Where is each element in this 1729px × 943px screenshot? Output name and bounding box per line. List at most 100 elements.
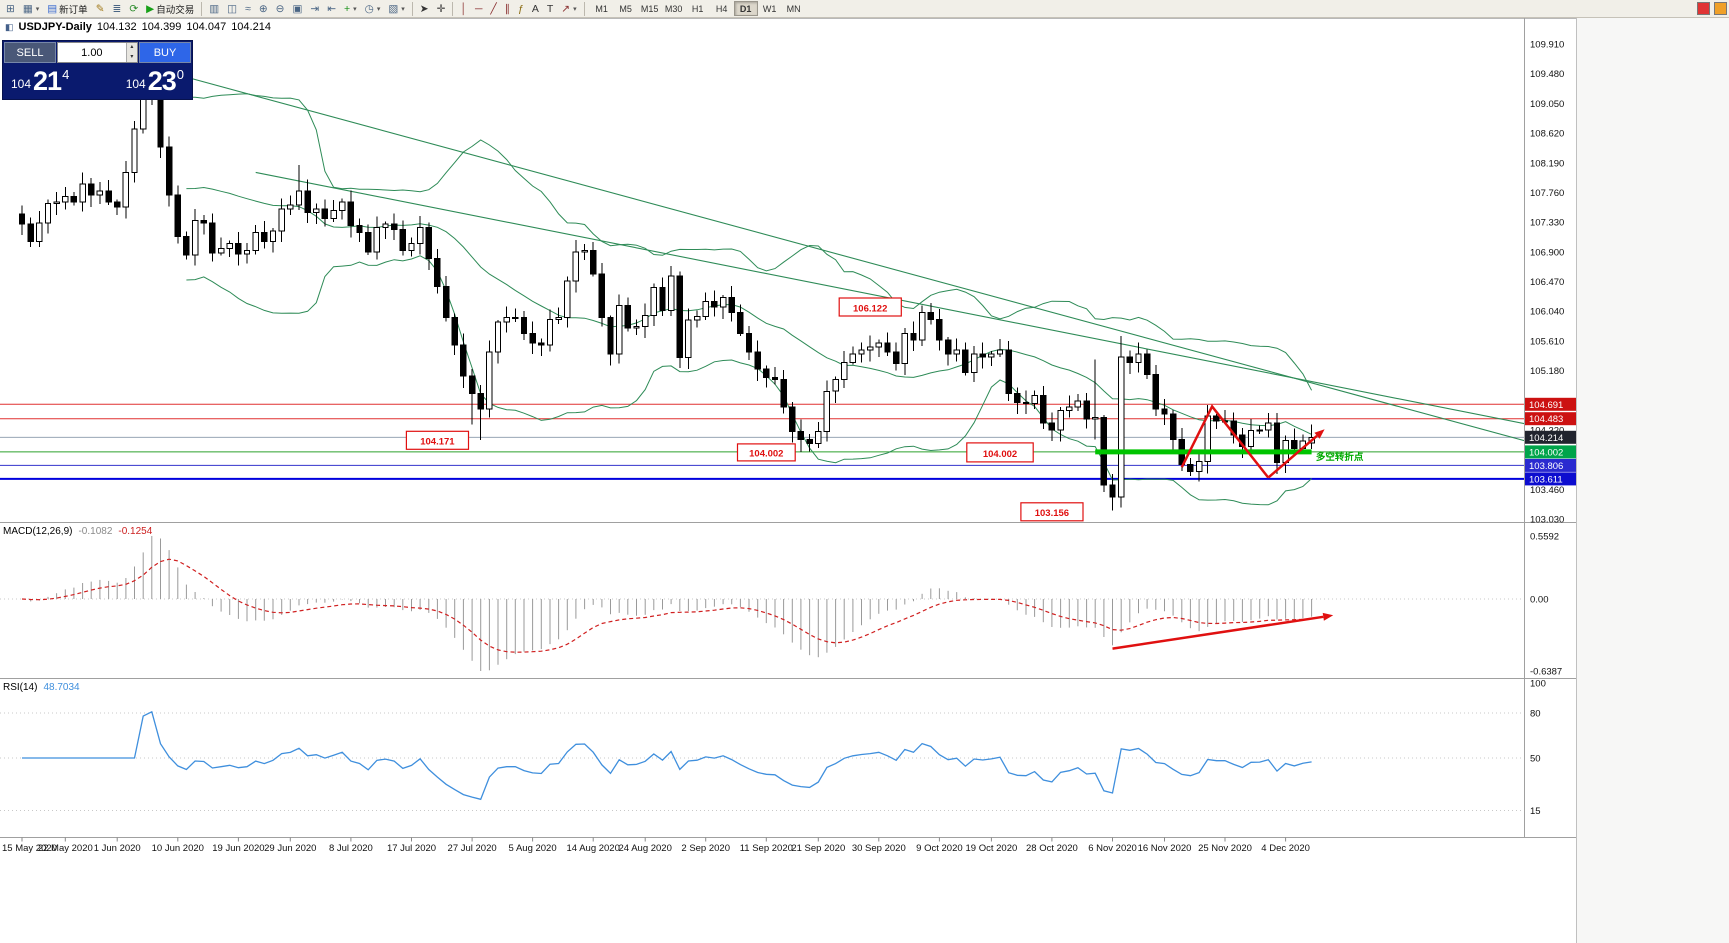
macd-main-value: -0.1082 <box>78 526 113 537</box>
svg-text:80: 80 <box>1530 709 1541 720</box>
toolbar-separator <box>201 1 203 16</box>
svg-text:15: 15 <box>1530 806 1541 817</box>
svg-text:14 Aug 2020: 14 Aug 2020 <box>567 843 620 854</box>
main-price-panel[interactable]: 104.171 104.002 106.122 104.002 103.156 多空转折点 <box>0 48 1528 522</box>
alert-red-button[interactable] <box>1697 2 1710 15</box>
zoom-out-button[interactable]: ⊖ <box>272 1 289 17</box>
new-chart-icon: ⊞ <box>6 2 15 15</box>
text-label-button[interactable]: T <box>543 1 557 17</box>
timeframe-h4[interactable]: H4 <box>710 1 734 16</box>
volume-decrease-button[interactable]: ▾ <box>126 52 137 62</box>
cursor-button[interactable]: ➤ <box>416 1 433 17</box>
sell-button[interactable]: SELL <box>4 42 56 63</box>
svg-text:6 Nov 2020: 6 Nov 2020 <box>1088 843 1137 854</box>
arrows-button[interactable]: ↗ ▾ <box>557 1 580 17</box>
horizontal-line-icon: ─ <box>474 2 483 15</box>
timeframe-m15[interactable]: M15 <box>638 1 662 16</box>
svg-text:109.050: 109.050 <box>1530 99 1564 110</box>
price-axis[interactable]: 109.910 109.480 109.050 108.620 108.190 107.7… <box>1525 40 1576 526</box>
tile-windows-button[interactable]: ▣ <box>288 1 306 17</box>
autotrading-button[interactable]: ▶ 自动交易 <box>142 1 198 17</box>
periods-button[interactable]: ◷ ▾ <box>361 1 385 17</box>
auto-scroll-button[interactable]: ⇥ <box>306 1 323 17</box>
channel-icon: ∥ <box>504 2 510 15</box>
svg-text:105.180: 105.180 <box>1530 366 1564 377</box>
volume-increase-button[interactable]: ▴ <box>126 43 137 53</box>
svg-text:104.483: 104.483 <box>1529 414 1563 425</box>
zigzag-annotation[interactable] <box>1180 404 1325 479</box>
crosshair-button[interactable]: ✛ <box>433 1 450 17</box>
profiles-icon: ▦ <box>22 2 33 15</box>
fibonacci-icon: ƒ <box>518 2 524 15</box>
rsi-axis: 100 80 50 15 <box>1530 679 1546 818</box>
svg-text:2 Sep 2020: 2 Sep 2020 <box>681 843 730 854</box>
svg-text:108.620: 108.620 <box>1530 129 1564 140</box>
line-chart-button[interactable]: ≈ <box>241 1 255 17</box>
indicators-button[interactable]: + ▾ <box>340 1 361 17</box>
auto-scroll-icon: ⇥ <box>310 2 320 15</box>
timeframe-w1[interactable]: W1 <box>758 1 782 16</box>
trade-controls-row: SELL ▴ ▾ BUY <box>3 41 192 64</box>
svg-text:15 May 2020: 15 May 2020 <box>2 843 57 854</box>
templates-button[interactable]: ▧ ▾ <box>384 1 408 17</box>
crosshair-icon: ✛ <box>436 2 446 15</box>
price-label-annotations[interactable]: 104.171 104.002 106.122 104.002 103.156 <box>405 297 1084 522</box>
text-button[interactable]: A <box>528 1 543 17</box>
market-watch-button[interactable]: ≣ <box>109 1 126 17</box>
channel-button[interactable]: ∥ <box>501 1 514 17</box>
ask-price[interactable]: 104 23 0 <box>126 67 184 96</box>
horizontal-line-button[interactable]: ─ <box>471 1 486 17</box>
buy-button[interactable]: BUY <box>139 42 191 63</box>
vertical-line-icon: │ <box>460 2 467 15</box>
svg-text:50: 50 <box>1530 754 1541 765</box>
macd-plot-area[interactable] <box>0 524 1524 678</box>
new-order-button[interactable]: ▤ 新订单 <box>43 1 91 17</box>
svg-text:17 Jul 2020: 17 Jul 2020 <box>387 843 436 854</box>
macd-name: MACD(12,26,9) <box>3 526 73 537</box>
panel-separators[interactable] <box>0 18 1576 838</box>
svg-text:8 Jul 2020: 8 Jul 2020 <box>329 843 373 854</box>
zoom-in-button[interactable]: ⊕ <box>255 1 272 17</box>
new-chart-button[interactable]: ⊞ <box>2 1 19 17</box>
toolbar-separator <box>411 1 413 16</box>
refresh-button[interactable]: ⟳ <box>125 1 142 17</box>
svg-text:104.002: 104.002 <box>983 449 1017 460</box>
timeframe-m5[interactable]: M5 <box>614 1 638 16</box>
candle-chart-button[interactable]: ◫ <box>223 1 241 17</box>
svg-text:104.691: 104.691 <box>1529 400 1563 411</box>
bid-price[interactable]: 104 21 4 <box>11 67 69 96</box>
bar-chart-button[interactable]: ▥ <box>205 1 223 17</box>
timeframe-mn[interactable]: MN <box>782 1 806 16</box>
refresh-icon: ⟳ <box>129 2 139 15</box>
svg-text:103.806: 103.806 <box>1529 461 1563 472</box>
main-chart-plot-area[interactable] <box>0 18 1524 522</box>
timeframe-m1[interactable]: M1 <box>590 1 614 16</box>
trendline-button[interactable]: ╱ <box>486 1 500 17</box>
alert-orange-button[interactable] <box>1714 2 1727 15</box>
fibonacci-button[interactable]: ƒ <box>514 1 528 17</box>
rsi-name: RSI(14) <box>3 682 38 693</box>
svg-text:27 Jul 2020: 27 Jul 2020 <box>448 843 497 854</box>
macd-trend-arrow[interactable] <box>1112 612 1334 650</box>
profiles-button[interactable]: ▦ ▾ <box>19 1 43 17</box>
bid-prefix: 104 <box>11 77 32 91</box>
macd-histogram <box>30 536 1313 671</box>
timeframe-h1[interactable]: H1 <box>686 1 710 16</box>
workspace-right <box>1576 18 1729 943</box>
timeframe-m30[interactable]: M30 <box>662 1 686 16</box>
metaeditor-button[interactable]: ✎ <box>92 1 109 17</box>
svg-text:100: 100 <box>1530 679 1546 690</box>
trendline-icon: ╱ <box>490 2 497 15</box>
chart-shift-button[interactable]: ⇤ <box>323 1 340 17</box>
volume-input[interactable] <box>58 43 126 62</box>
rsi-plot-area[interactable] <box>0 680 1524 836</box>
timeframe-d1[interactable]: D1 <box>733 1 758 16</box>
macd-panel[interactable] <box>0 536 1524 671</box>
rsi-panel[interactable] <box>0 710 1524 811</box>
vertical-line-button[interactable]: │ <box>456 1 471 17</box>
pivot-text-annotation[interactable]: 多空转折点 <box>1316 451 1364 463</box>
horizontal-lines[interactable] <box>0 403 1524 480</box>
candle-chart-icon: ◫ <box>227 2 238 15</box>
